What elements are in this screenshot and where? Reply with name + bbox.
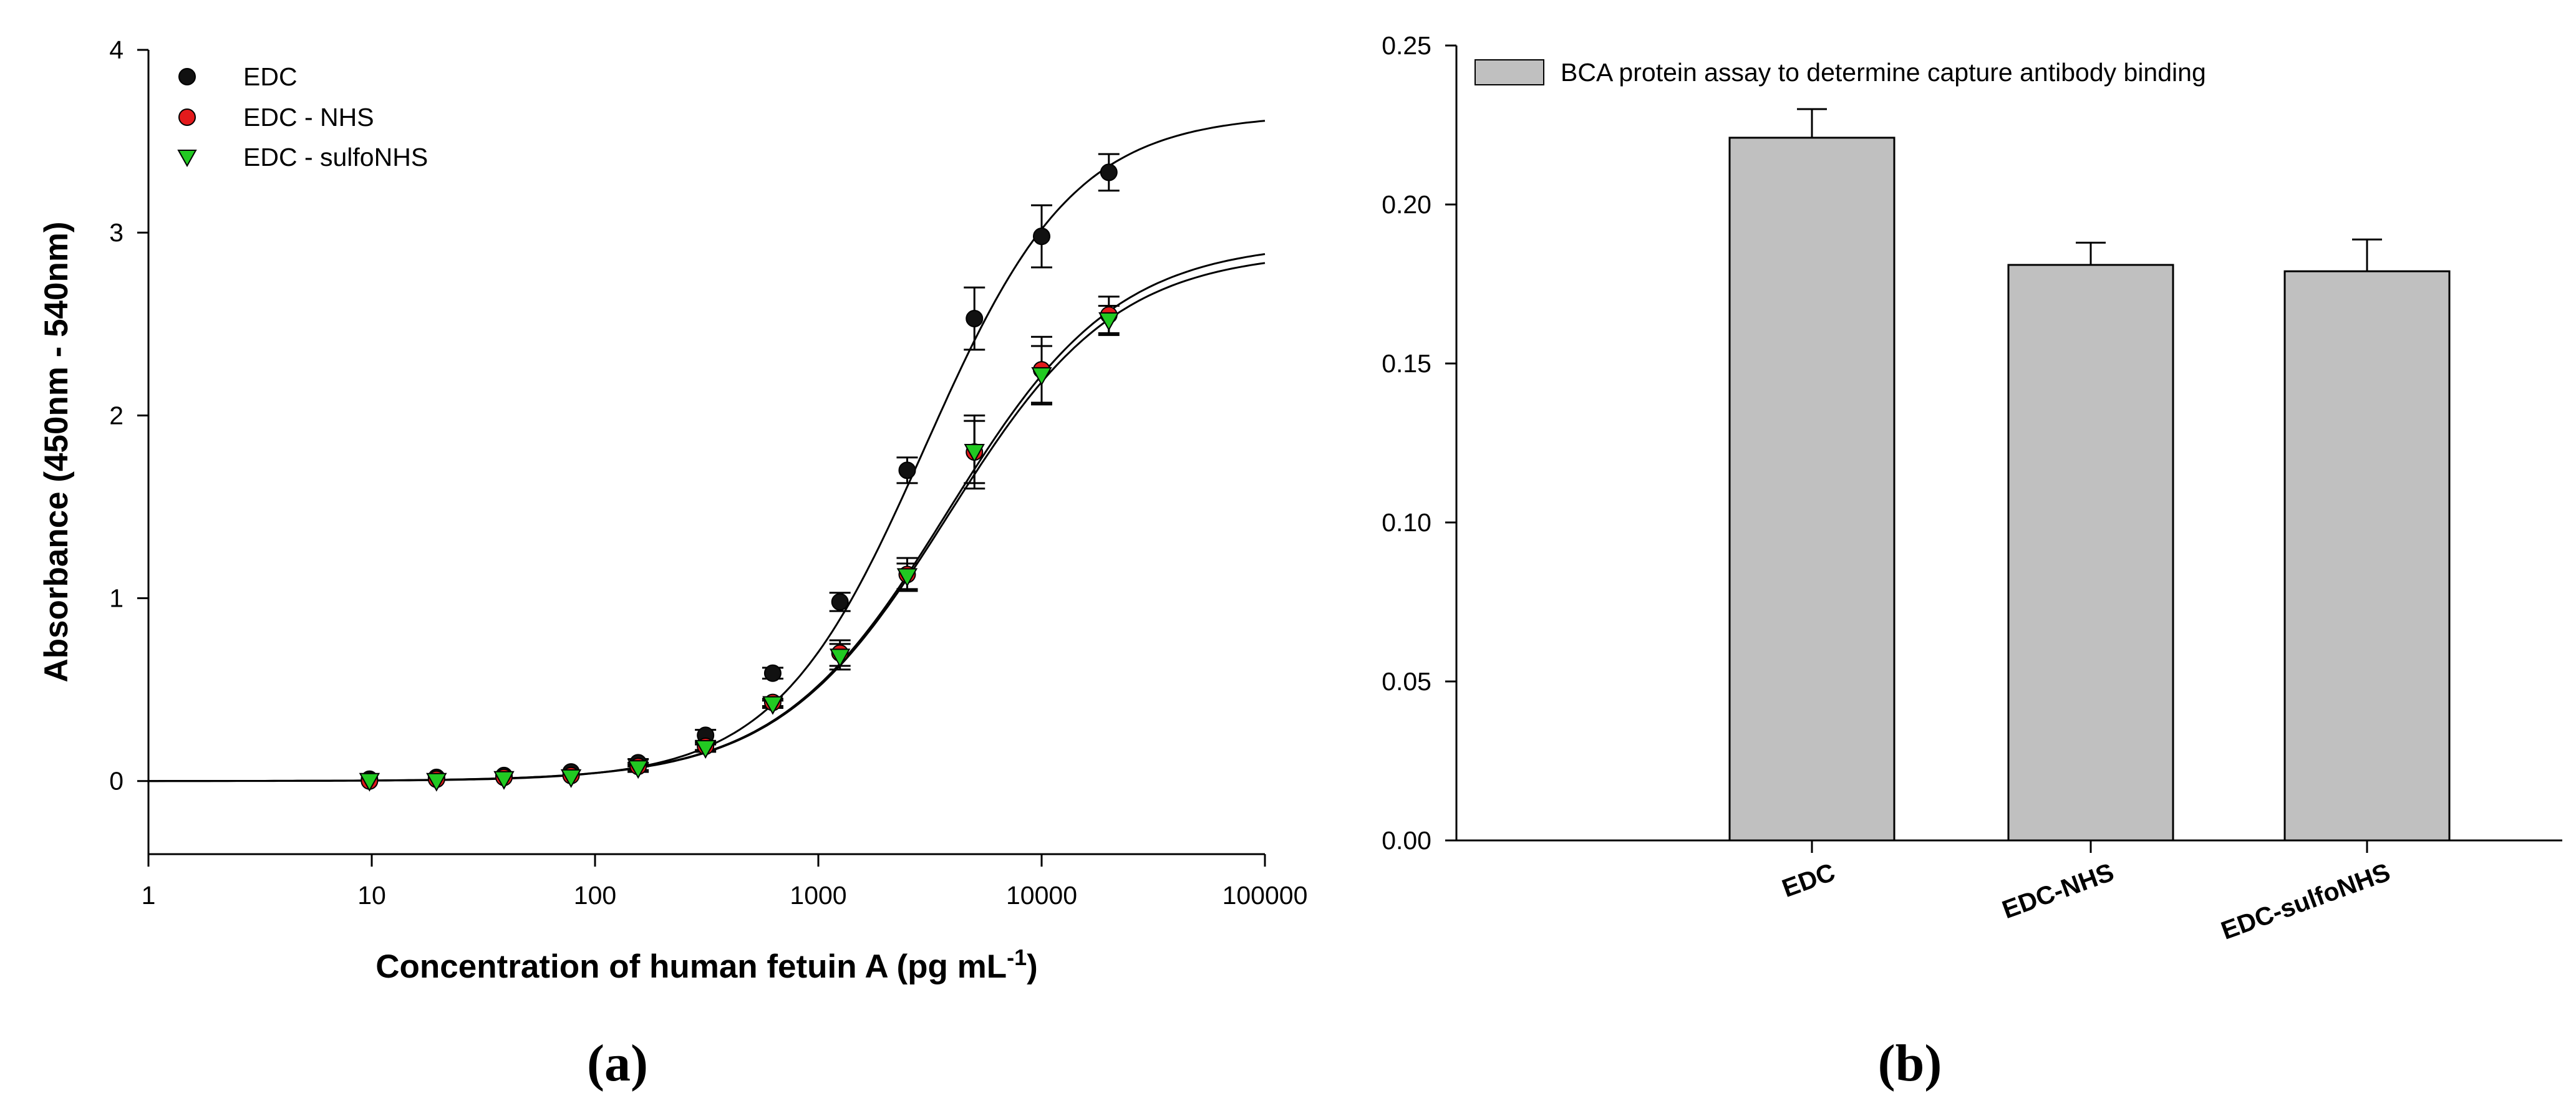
bar-edc-sulfonhs — [2283, 270, 2451, 842]
panel-a-x-tick-label: 1000 — [790, 881, 846, 910]
legend-item-edc-nhs: EDC - NHS — [178, 103, 374, 132]
data-point-edc-sulfonhs — [426, 772, 447, 792]
data-point-edc-sulfonhs — [964, 444, 985, 463]
panel-a-y-tick-label: 3 — [109, 218, 123, 247]
data-point-edc-sulfonhs — [560, 769, 582, 788]
panel-a-label: (a) — [587, 1034, 648, 1092]
data-point-edc-sulfonhs — [493, 771, 515, 790]
panel-a-y-tick-label: 0 — [109, 767, 123, 796]
panel-a-legend: EDC EDC - NHS EDC - sulfoNHS — [177, 62, 428, 171]
panel-b-label: (b) — [1878, 1034, 1942, 1092]
data-point-edc-sulfonhs — [762, 696, 783, 715]
panel-a-scatter-chart: 0 1 2 3 4 1 10 100 1000 10000 100000 EDC EDC - NH… — [38, 36, 1307, 1092]
data-point-edc-sulfonhs — [1098, 312, 1120, 331]
category-label-edc-sulfonhs: EDC-sulfoNHS — [2217, 857, 2394, 945]
error-bar-edc-nhs — [2076, 241, 2106, 265]
panel-a-x-label-superscript: -1 — [1007, 945, 1027, 970]
panel-b-y-tick-label: 0.10 — [1382, 508, 1431, 537]
panel-b-y-tick-label: 0.05 — [1382, 667, 1431, 696]
fit-curve-edc-nhs — [148, 253, 1266, 782]
panel-a-x-axis-label: Concentration of human fetuin A (pg mL-1… — [375, 945, 1038, 985]
legend-item-edc: EDC — [178, 62, 298, 91]
panel-b-y-tick-label: 0.25 — [1382, 31, 1431, 60]
panel-b-y-tick-label: 0.20 — [1382, 190, 1431, 219]
panel-a-x-tick-label: 10000 — [1006, 881, 1077, 910]
panel-a-axes — [147, 50, 1265, 855]
panel-a-x-label-main: Concentration of human fetuin A (pg mL — [375, 948, 1007, 985]
data-point-edc-sulfonhs — [627, 760, 649, 779]
panel-a-x-tick-label: 100000 — [1223, 881, 1308, 910]
panel-b-y-tick-label: 0.00 — [1382, 826, 1431, 855]
panel-a-y-tick-label: 2 — [109, 401, 123, 430]
legend-label-edc-nhs: EDC - NHS — [243, 103, 374, 132]
panel-a-y-tick-label: 4 — [109, 36, 123, 64]
legend-marker-edc — [178, 68, 196, 85]
panel-b-bar-chart: 0.00 0.05 0.10 0.15 0.20 0.25 EDC EDC-NHS EDC-s… — [1382, 31, 2562, 1092]
data-point-edc-sulfonhs — [695, 739, 716, 759]
data-point-edc — [898, 461, 916, 479]
panel-a-x-label-close: ) — [1027, 948, 1038, 985]
panel-b-legend: BCA protein assay to determine capture a… — [1474, 58, 2206, 87]
error-bar-edc-sulfonhs — [2352, 238, 2382, 272]
legend-label-edc-sulfonhs: EDC - sulfoNHS — [243, 143, 428, 171]
panel-b-y-tick-label: 0.15 — [1382, 349, 1431, 378]
data-point-edc — [831, 593, 849, 611]
panel-a-y-tick-label: 1 — [109, 584, 123, 613]
legend-marker-edc-sulfonhs — [177, 150, 197, 168]
legend-label-edc: EDC — [243, 62, 298, 91]
bar-edc — [1728, 137, 1896, 842]
data-point-edc — [1100, 163, 1118, 181]
legend-marker-edc-nhs — [178, 108, 196, 126]
data-point-edc — [763, 664, 782, 682]
legend-swatch-bca — [1474, 59, 1544, 85]
category-label-edc-nhs: EDC-NHS — [1998, 857, 2118, 924]
bar-edc-nhs — [2007, 264, 2174, 842]
data-point-edc-sulfonhs — [359, 772, 380, 792]
panel-a-x-tick-label: 10 — [357, 881, 386, 910]
data-point-edc-sulfonhs — [829, 648, 851, 668]
data-point-edc-sulfonhs — [1031, 367, 1052, 386]
error-bar-edc — [1797, 108, 1827, 138]
panel-a-y-axis-label: Absorbance (450nm - 540nm) — [38, 221, 75, 682]
fit-curve-edc-sulfonhs — [148, 262, 1266, 782]
panel-a-x-tick-label: 1 — [142, 881, 156, 910]
category-label-edc: EDC — [1778, 857, 1839, 903]
legend-label-bca: BCA protein assay to determine capture a… — [1561, 58, 2206, 87]
data-point-edc — [1033, 228, 1050, 246]
data-point-edc-sulfonhs — [896, 568, 918, 587]
data-point-edc — [966, 309, 984, 327]
legend-item-edc-sulfonhs: EDC - sulfoNHS — [177, 143, 428, 171]
fit-curve-edc — [148, 120, 1266, 782]
panel-a-x-tick-label: 100 — [574, 881, 616, 910]
